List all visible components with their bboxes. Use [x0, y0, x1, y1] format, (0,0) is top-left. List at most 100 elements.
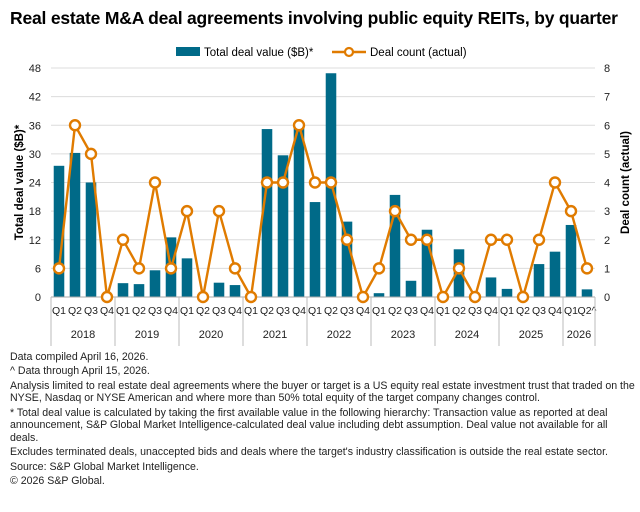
- point-deal-count: [116, 233, 130, 246]
- x-tick-label: Q4: [164, 305, 178, 317]
- point-deal-count: [132, 262, 146, 275]
- point-deal-count: [436, 290, 450, 304]
- note-through: ^ Data through April 15, 2026.: [10, 365, 150, 378]
- year-label: 2025: [519, 329, 543, 341]
- point-deal-count: [164, 262, 178, 275]
- x-tick-label: Q2^: [578, 305, 597, 317]
- bar-deal-value: [485, 277, 497, 297]
- bar-deal-value: [133, 284, 145, 297]
- x-tick-label: Q3: [148, 305, 162, 317]
- bar-deal-value: [277, 155, 289, 297]
- x-tick-label: Q4: [356, 305, 370, 317]
- x-tick-label: Q4: [228, 305, 242, 317]
- year-label: 2024: [455, 329, 479, 341]
- point-deal-count: [356, 290, 370, 304]
- x-tick-label: Q1: [244, 305, 258, 317]
- bar-deal-value: [213, 282, 225, 297]
- bar-deal-value: [261, 129, 273, 297]
- x-tick-label: Q3: [276, 305, 290, 317]
- point-deal-count: [260, 176, 274, 189]
- point-deal-count: [308, 176, 322, 189]
- x-tick-label: Q3: [532, 305, 546, 317]
- point-deal-count: [340, 233, 354, 246]
- point-deal-count: [372, 262, 386, 275]
- y2-tick-label: 3: [604, 206, 610, 218]
- bar-deal-value: [341, 221, 353, 297]
- bar-deal-value: [421, 229, 433, 297]
- point-deal-count: [564, 204, 578, 218]
- x-tick-label: Q1: [372, 305, 386, 317]
- point-deal-count: [500, 233, 514, 246]
- x-tick-label: Q3: [340, 305, 354, 317]
- year-label: 2023: [391, 329, 415, 341]
- y2-tick-label: 7: [604, 92, 610, 104]
- bar-deal-value: [373, 293, 385, 297]
- point-deal-count: [324, 176, 338, 189]
- bar-deal-value: [405, 280, 417, 297]
- x-tick-label: Q2: [132, 305, 146, 317]
- y2-tick-label: 8: [604, 63, 610, 75]
- x-tick-label: Q2: [324, 305, 338, 317]
- x-tick-label: Q1: [180, 305, 194, 317]
- x-tick-label: Q1: [436, 305, 450, 317]
- x-tick-label: Q1: [564, 305, 578, 317]
- point-deal-count: [452, 262, 466, 275]
- point-deal-count: [548, 176, 562, 189]
- bar-deal-value: [533, 264, 545, 297]
- point-deal-count: [580, 262, 594, 275]
- bar-deal-value: [229, 285, 241, 297]
- point-deal-count: [516, 290, 530, 304]
- bar-deal-value: [181, 258, 193, 297]
- bar-deal-value: [293, 126, 305, 298]
- x-tick-label: Q4: [484, 305, 498, 317]
- x-tick-label: Q4: [548, 305, 562, 317]
- x-tick-label: Q1: [52, 305, 66, 317]
- bar-deal-value: [501, 288, 513, 297]
- y2-axis-label: Deal count (actual): [620, 131, 632, 234]
- point-deal-count: [292, 119, 306, 132]
- x-tick-label: Q3: [212, 305, 226, 317]
- point-deal-count: [388, 204, 402, 218]
- x-tick-label: Q1: [116, 305, 130, 317]
- note-deal-value: * Total deal value is calculated by taki…: [10, 406, 608, 444]
- point-deal-count: [420, 233, 434, 246]
- x-tick-label: Q1: [500, 305, 514, 317]
- point-deal-count: [68, 119, 82, 132]
- x-tick-label: Q2: [260, 305, 274, 317]
- legend-label-deal-value: Total deal value ($B)*: [204, 47, 314, 59]
- point-deal-count: [276, 176, 290, 189]
- bar-deal-value: [389, 194, 401, 297]
- point-deal-count: [196, 290, 210, 304]
- x-tick-label: Q2: [516, 305, 530, 317]
- x-tick-label: Q4: [420, 305, 434, 317]
- point-deal-count: [468, 290, 482, 304]
- x-tick-label: Q2: [196, 305, 210, 317]
- y-tick-label: 48: [29, 63, 41, 75]
- y-tick-label: 0: [35, 292, 41, 304]
- bar-deal-value: [581, 289, 593, 297]
- year-label: 2021: [263, 329, 287, 341]
- chart-title: Real estate M&A deal agreements involvin…: [10, 8, 618, 28]
- y-axis-label: Total deal value ($B)*: [14, 124, 26, 240]
- bar-deal-value: [309, 202, 321, 297]
- point-deal-count: [532, 233, 546, 246]
- note-compiled: Data compiled April 16, 2026.: [10, 351, 149, 363]
- x-tick-label: Q3: [84, 305, 98, 317]
- note-excludes: Excludes terminated deals, unaccepted bi…: [10, 446, 608, 459]
- y-tick-label: 24: [29, 178, 41, 190]
- point-deal-count: [404, 233, 418, 246]
- point-deal-count: [52, 262, 66, 275]
- point-deal-count: [244, 290, 258, 304]
- year-label: 2026: [567, 329, 591, 341]
- note-copyright: © 2026 S&P Global.: [10, 475, 105, 488]
- y2-tick-label: 1: [604, 263, 610, 275]
- y-tick-label: 36: [29, 120, 41, 132]
- footnotes: Data compiled April 16, 2026. ^ Data thr…: [10, 351, 635, 490]
- note-source: Source: S&P Global Market Intelligence.: [10, 460, 199, 473]
- point-deal-count: [148, 176, 162, 189]
- y2-tick-label: 5: [604, 149, 610, 161]
- x-tick-label: Q3: [404, 305, 418, 317]
- bar-deal-value: [53, 165, 65, 297]
- year-label: 2022: [327, 329, 351, 341]
